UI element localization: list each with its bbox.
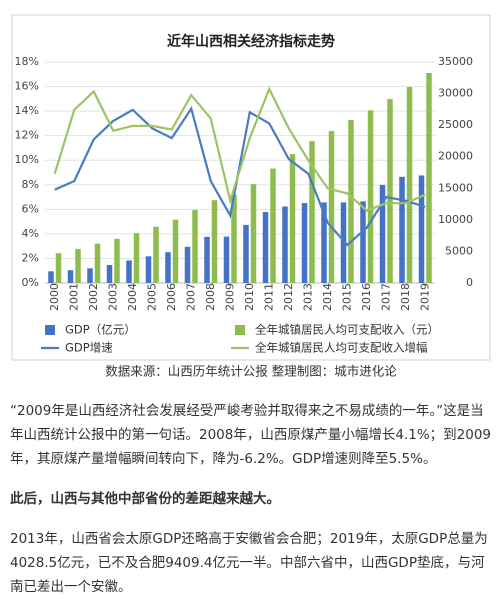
bar xyxy=(367,110,374,283)
x-tick-label: 2019 xyxy=(418,283,431,311)
bar xyxy=(55,253,62,283)
y-tick-label: 10% xyxy=(15,153,39,166)
bar xyxy=(360,201,366,283)
bar xyxy=(153,226,159,283)
bar xyxy=(262,212,269,283)
bar xyxy=(426,72,432,283)
y-tick-label: 18% xyxy=(15,55,39,68)
y2-tick-label: 20000 xyxy=(438,150,473,163)
x-tick-label: 2002 xyxy=(87,283,100,311)
x-tick-label: 2015 xyxy=(340,283,353,311)
legend-label: GDP增速 xyxy=(65,341,113,355)
x-tick-label: 2008 xyxy=(204,283,217,311)
bar xyxy=(126,260,132,283)
bar xyxy=(172,219,179,283)
bar xyxy=(106,264,113,283)
y2-tick-label: 15000 xyxy=(438,181,473,194)
x-tick-label: 2007 xyxy=(184,283,197,311)
bar xyxy=(418,175,425,283)
bar xyxy=(282,206,288,283)
bar xyxy=(145,256,152,283)
bar xyxy=(243,224,249,283)
bar xyxy=(204,236,210,283)
x-tick-label: 2001 xyxy=(67,283,80,311)
x-tick-label: 2010 xyxy=(243,283,256,311)
bar xyxy=(87,268,93,283)
paragraph: “2009年是山西经济社会发展经受严峻考验并取得来之不易成绩的一年。”这是当年山… xyxy=(10,403,492,467)
y-tick-label: 2% xyxy=(22,251,39,264)
y2-tick-label: 25000 xyxy=(438,118,473,131)
bar xyxy=(114,238,120,283)
legend-swatch xyxy=(45,325,55,335)
bar xyxy=(165,252,171,283)
y-tick-label: 16% xyxy=(15,80,39,93)
bar xyxy=(67,270,74,283)
bar xyxy=(270,168,276,283)
legend-label: 全年城镇居民人均可支配收入增幅 xyxy=(255,341,428,355)
legend-label: 全年城镇居民人均可支配收入（元） xyxy=(255,323,439,337)
chart: 近年山西相关经济指标走势 数据来源：山西历年统计公报 整理制图：城市进化论 0%… xyxy=(11,14,491,379)
bar xyxy=(133,233,140,283)
x-tick-label: 2013 xyxy=(301,283,314,311)
y2-tick-label: 30000 xyxy=(438,87,473,100)
chart-title: 近年山西相关经济指标走势 xyxy=(167,33,335,50)
x-tick-label: 2014 xyxy=(321,283,334,311)
source: 数据来源：山西历年统计公报 整理制图：城市进化论 xyxy=(105,364,397,379)
bar xyxy=(321,202,327,283)
y-tick-label: 4% xyxy=(22,227,39,240)
line xyxy=(54,106,426,247)
x-tick-label: 2016 xyxy=(360,283,373,311)
line xyxy=(53,86,426,212)
y2-tick-label: 35000 xyxy=(438,55,473,68)
bar xyxy=(192,209,198,283)
bar xyxy=(328,131,335,283)
x-tick-label: 2005 xyxy=(145,283,158,311)
y2-tick-label: 5000 xyxy=(445,244,473,257)
paragraph: 2013年，山西省会太原GDP还略高于安徽省会合肥；2019年，太原GDP总量为… xyxy=(10,531,488,595)
bar xyxy=(48,271,54,283)
bar xyxy=(184,246,191,283)
bar xyxy=(250,184,257,283)
bar xyxy=(387,99,393,283)
x-tick-label: 2004 xyxy=(126,283,139,311)
bar xyxy=(94,243,101,283)
y-tick-label: 14% xyxy=(15,104,39,117)
bar xyxy=(289,154,296,283)
bar xyxy=(309,141,315,283)
bar xyxy=(211,200,218,283)
bar xyxy=(399,176,405,283)
paragraph: 此后，山西与其他中部省份的差距越来越大。 xyxy=(10,491,280,507)
x-tick-label: 2011 xyxy=(262,283,275,311)
y2-tick-label: 0 xyxy=(466,276,473,289)
legend-label: GDP（亿元） xyxy=(65,323,136,337)
y-tick-label: 8% xyxy=(22,178,39,191)
bar xyxy=(75,248,81,283)
bar xyxy=(223,236,230,283)
x-tick-label: 2017 xyxy=(379,283,392,311)
legend-swatch xyxy=(235,325,245,335)
x-tick-label: 2018 xyxy=(399,283,412,311)
x-tick-label: 2009 xyxy=(223,283,236,311)
x-tick-label: 2003 xyxy=(106,283,119,311)
y2-tick-label: 10000 xyxy=(438,213,473,226)
y-tick-label: 12% xyxy=(15,129,39,142)
bar xyxy=(406,87,413,284)
bar xyxy=(348,119,354,283)
x-tick-label: 2012 xyxy=(282,283,295,311)
x-tick-label: 2000 xyxy=(48,283,61,311)
bar xyxy=(301,203,308,283)
bar xyxy=(231,194,237,283)
y-tick-label: 6% xyxy=(22,202,39,215)
x-tick-label: 2006 xyxy=(165,283,178,311)
y-tick-label: 0% xyxy=(22,276,39,289)
bar xyxy=(340,202,347,283)
bar xyxy=(379,184,386,283)
